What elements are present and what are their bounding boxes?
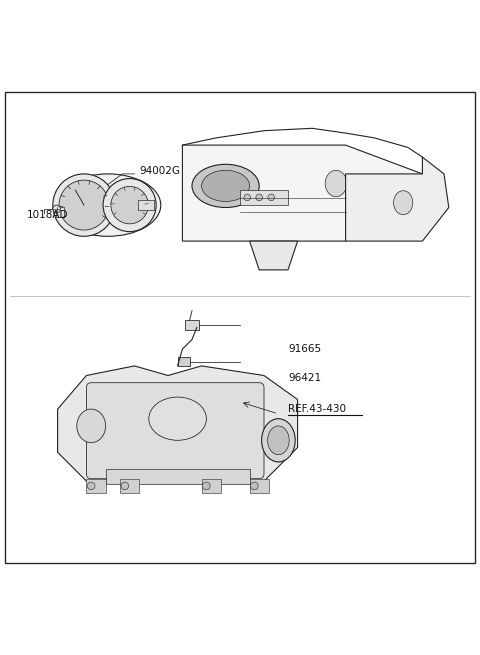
Ellipse shape (262, 419, 295, 462)
Ellipse shape (267, 426, 289, 455)
FancyBboxPatch shape (86, 383, 264, 479)
Text: 96421: 96421 (288, 373, 321, 383)
Polygon shape (58, 366, 298, 481)
Bar (202, 479, 221, 493)
Circle shape (53, 174, 115, 236)
Bar (138, 200, 154, 210)
Circle shape (53, 205, 60, 213)
Ellipse shape (325, 170, 347, 196)
Bar (106, 469, 250, 483)
Ellipse shape (77, 409, 106, 443)
Polygon shape (182, 145, 422, 241)
Bar (250, 479, 269, 493)
Polygon shape (346, 157, 449, 241)
Text: 91665: 91665 (288, 344, 321, 354)
Ellipse shape (55, 174, 161, 236)
Bar (240, 190, 288, 205)
Circle shape (203, 482, 210, 490)
Circle shape (256, 194, 263, 201)
Polygon shape (250, 241, 298, 270)
Bar (178, 357, 190, 366)
Bar (120, 479, 139, 493)
Bar (86, 479, 106, 493)
Circle shape (121, 482, 129, 490)
Circle shape (244, 194, 251, 201)
Text: REF.43-430: REF.43-430 (288, 404, 346, 414)
Circle shape (59, 180, 109, 230)
Circle shape (251, 482, 258, 490)
Bar (185, 320, 199, 330)
Circle shape (111, 187, 148, 224)
Text: 94002G: 94002G (139, 166, 180, 176)
Text: 1018AD: 1018AD (26, 210, 68, 219)
Ellipse shape (149, 397, 206, 440)
Bar (56, 206, 64, 217)
Circle shape (87, 482, 95, 490)
Circle shape (268, 194, 275, 201)
Ellipse shape (202, 170, 250, 202)
Ellipse shape (192, 164, 259, 208)
Circle shape (103, 179, 156, 232)
Ellipse shape (394, 191, 413, 215)
